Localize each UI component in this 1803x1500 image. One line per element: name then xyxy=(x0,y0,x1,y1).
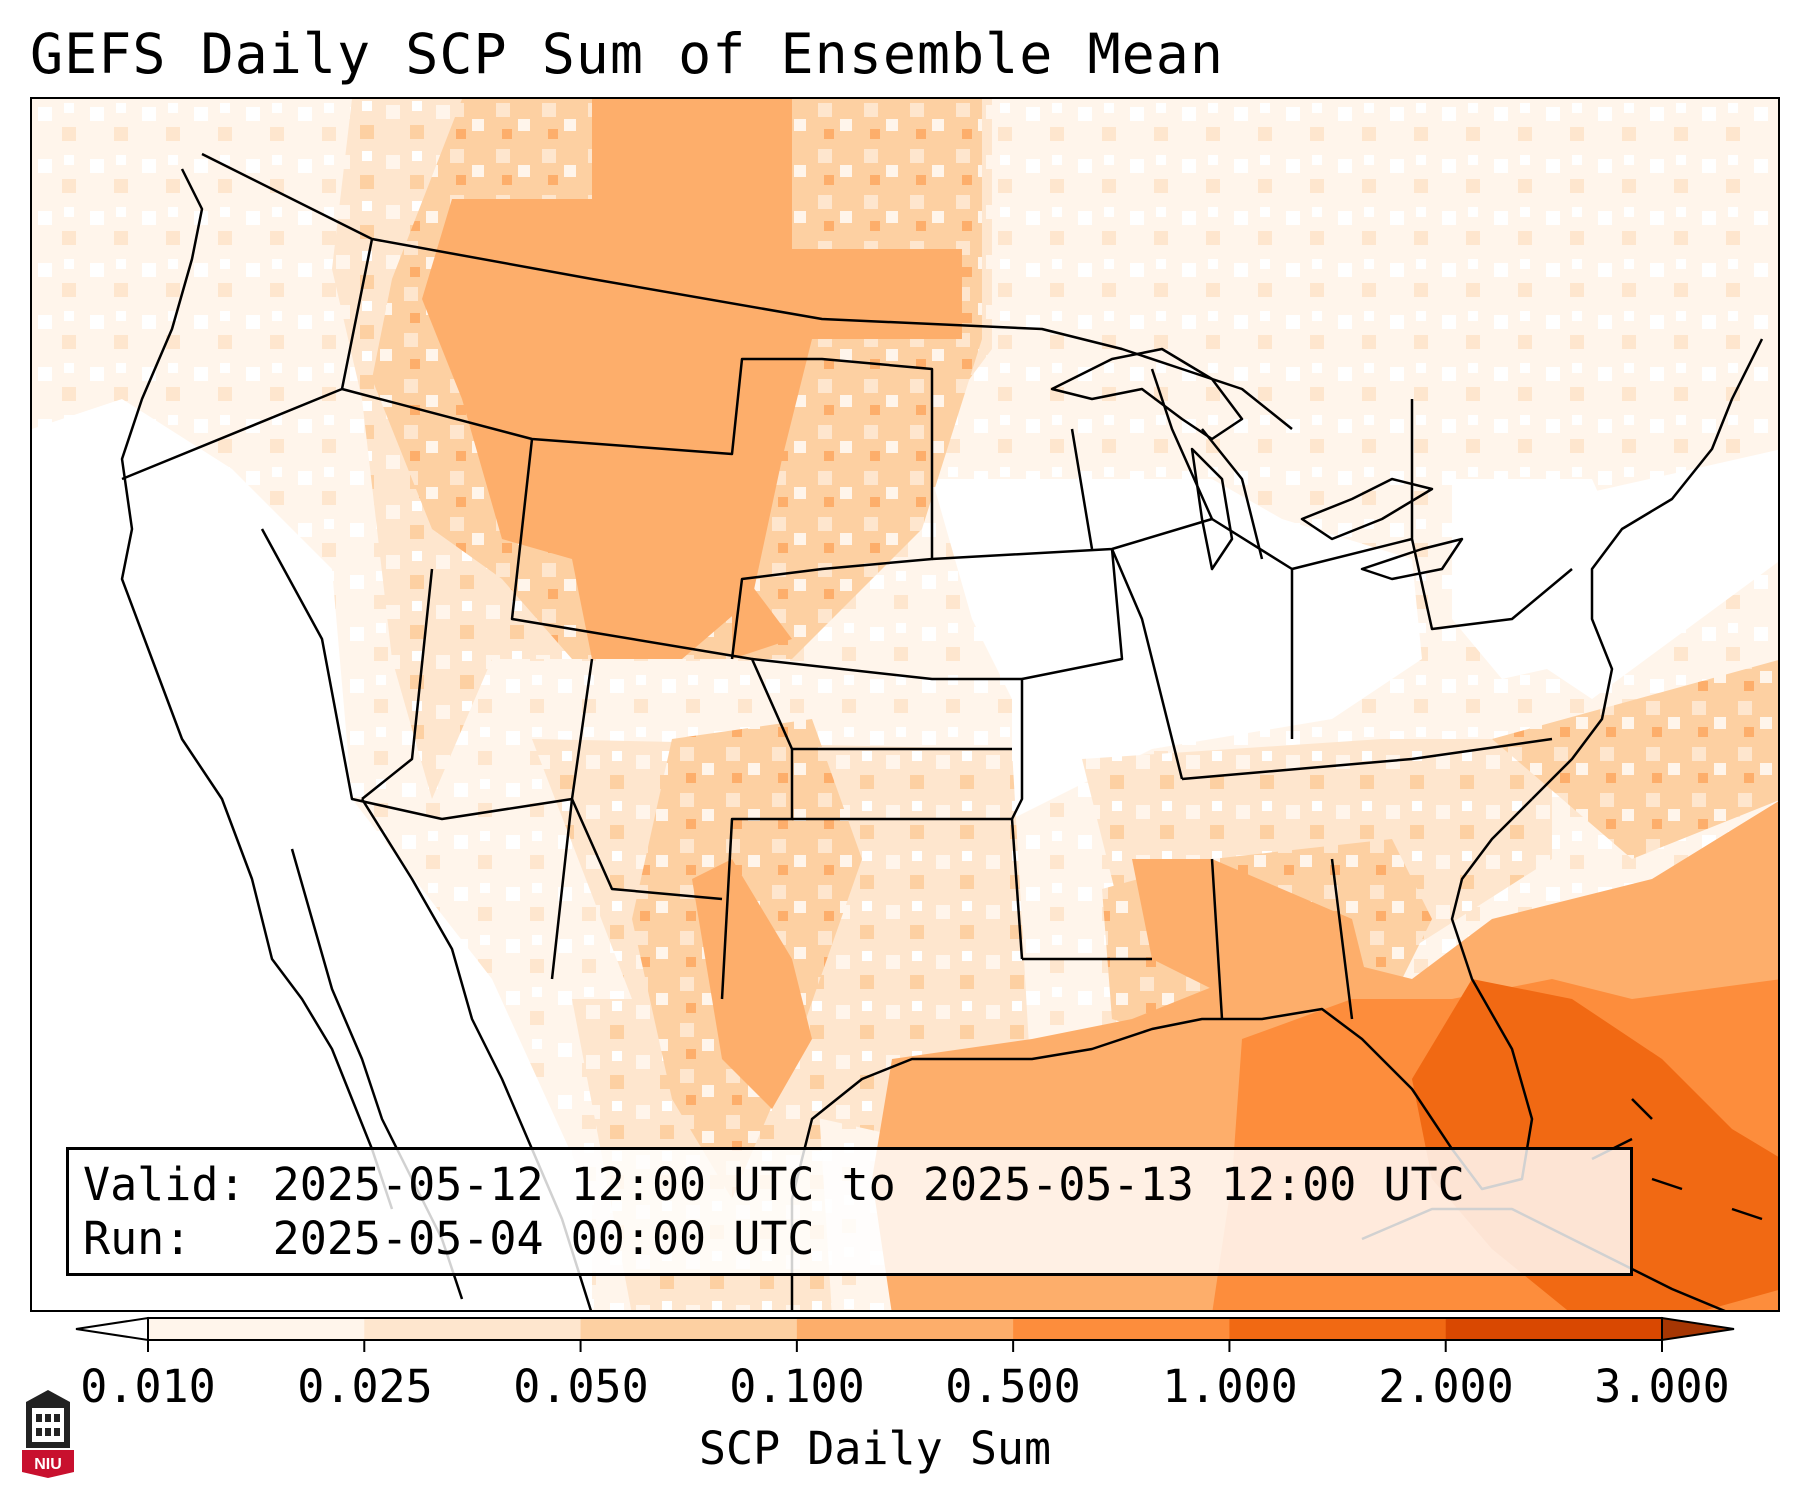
colorbar-segment xyxy=(580,1318,798,1340)
colorbar-segment xyxy=(1445,1318,1663,1340)
colorbar-segment xyxy=(364,1318,582,1340)
niu-logo: NIU xyxy=(22,1390,74,1478)
niu-logo-text: NIU xyxy=(34,1456,62,1473)
run-time: 2025-05-04 00:00 UTC xyxy=(272,1212,815,1265)
colorbar-tick-label: 0.500 xyxy=(945,1360,1081,1413)
colorbar-segment xyxy=(1013,1318,1230,1340)
valid-label: Valid: xyxy=(83,1158,246,1211)
fill-white xyxy=(32,399,1778,1310)
colorbar xyxy=(75,1316,1735,1352)
colorbar-tick-label: 0.100 xyxy=(729,1360,865,1413)
colorbar-tick-label: 0.025 xyxy=(297,1360,433,1413)
scp-map xyxy=(32,99,1778,1310)
colorbar-extend-high xyxy=(1661,1316,1735,1342)
valid-time-range: 2025-05-12 12:00 UTC to 2025-05-13 12:00… xyxy=(272,1158,1465,1211)
run-label: Run: xyxy=(83,1212,192,1265)
colorbar-tick-label: 3.000 xyxy=(1594,1360,1730,1413)
colorbar-tick-label: 2.000 xyxy=(1378,1360,1514,1413)
colorbar-tick-label: 1.000 xyxy=(1162,1360,1298,1413)
colorbar-tick-label: 0.010 xyxy=(80,1360,216,1413)
colorbar-label: SCP Daily Sum xyxy=(698,1422,1052,1475)
map-panel xyxy=(30,97,1780,1312)
colorbar-segment xyxy=(148,1318,365,1340)
map-title: GEFS Daily SCP Sum of Ensemble Mean xyxy=(30,22,1224,86)
colorbar-segment xyxy=(796,1318,1014,1340)
valid-run-info-box: Valid: 2025-05-12 12:00 UTC to 2025-05-1… xyxy=(66,1147,1633,1276)
colorbar-tick-label: 0.050 xyxy=(513,1360,649,1413)
colorbar-outline xyxy=(147,1317,1663,1341)
colorbar-extend-low xyxy=(75,1316,149,1342)
colorbar-segment xyxy=(1229,1318,1447,1340)
state-borders xyxy=(120,152,1764,1310)
